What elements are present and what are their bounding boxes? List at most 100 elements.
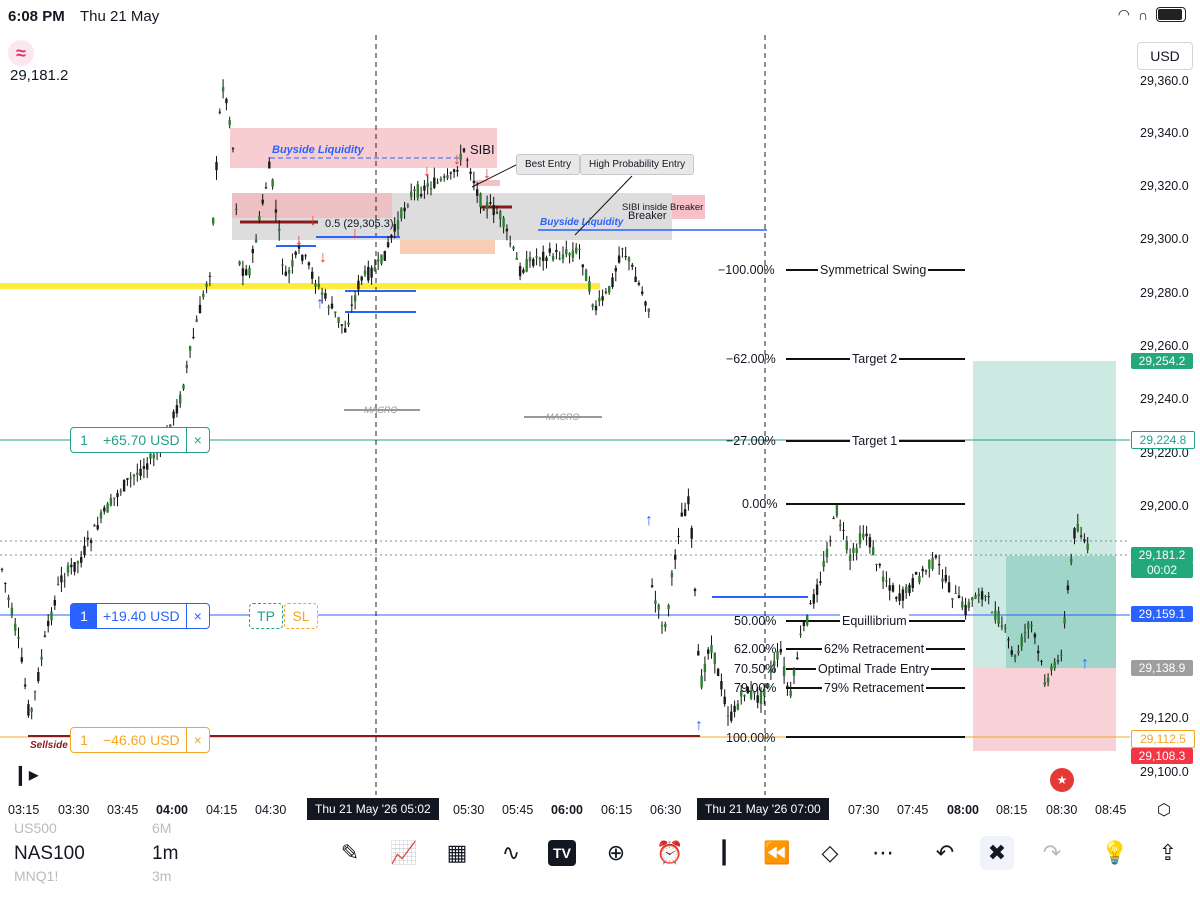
candle-body xyxy=(581,264,584,268)
candle-body xyxy=(994,610,997,620)
candle-body xyxy=(320,292,324,295)
candle-body xyxy=(789,690,792,696)
candle-body xyxy=(1056,660,1060,662)
close-position-icon[interactable]: × xyxy=(185,604,209,628)
indicators-icon[interactable]: 📈 xyxy=(390,840,418,865)
candle-body xyxy=(367,266,370,281)
candle-body xyxy=(456,169,459,172)
position-stop[interactable]: 1 −46.60 USD × xyxy=(70,727,210,753)
symbol-logo-icon[interactable]: ≈ xyxy=(8,40,34,66)
position-target1[interactable]: 1 +65.70 USD × xyxy=(70,427,210,453)
candle-body xyxy=(796,657,799,660)
candle-body xyxy=(212,218,215,224)
us-flag-icon[interactable]: ★ xyxy=(1050,768,1074,792)
candle-body xyxy=(185,364,188,369)
timeframe-picker-next[interactable]: 3m xyxy=(152,868,172,884)
symbol-picker[interactable]: NAS100 xyxy=(14,843,85,864)
candle-body xyxy=(690,527,693,539)
candle-body xyxy=(644,301,647,306)
candle-body xyxy=(37,672,40,682)
trend-icon[interactable]: ∿ xyxy=(501,840,521,865)
half-level-label: 0.5 (29,305.3) xyxy=(325,218,394,230)
fib-pct: 79.00% xyxy=(734,681,777,695)
candle-body xyxy=(268,161,271,169)
candle-body xyxy=(311,271,314,279)
time-label: 06:30 xyxy=(650,803,682,817)
fib-name: 62% Retracement xyxy=(822,642,927,656)
add-icon[interactable]: ⊕ xyxy=(606,840,626,865)
sell-arrow-icon: ↓ xyxy=(351,225,359,242)
price-axis-label: 29,300.0 xyxy=(1140,232,1189,246)
candle-body xyxy=(990,612,994,614)
candle-body xyxy=(462,148,466,152)
candle-body xyxy=(337,317,340,323)
fullscreen-icon[interactable]: ✖ xyxy=(980,836,1014,870)
candle-body xyxy=(152,454,155,459)
candle-body xyxy=(601,296,604,301)
candle-body xyxy=(693,588,697,592)
layouts-icon[interactable]: ▦ xyxy=(446,840,468,865)
replay-icon[interactable]: ⏪ xyxy=(763,840,791,865)
candle-body xyxy=(485,202,489,210)
candle-body xyxy=(891,585,895,592)
close-position-icon[interactable]: × xyxy=(185,428,209,452)
timeframe-picker-prev[interactable]: 6M xyxy=(152,820,172,836)
close-position-icon[interactable]: × xyxy=(185,728,209,752)
buyside-liquidity-label: Buyside Liquidity xyxy=(540,217,624,228)
sl-button[interactable]: SL xyxy=(284,603,318,629)
timeframe-picker[interactable]: 1m xyxy=(152,843,179,864)
currency-button[interactable]: USD xyxy=(1137,42,1193,70)
symbol-picker-prev[interactable]: US500 xyxy=(14,820,57,836)
ideas-icon[interactable]: 💡 xyxy=(1101,840,1129,865)
symbol-picker-next[interactable]: MNQ1! xyxy=(14,868,59,884)
candle-body xyxy=(281,264,284,266)
status-icons: ◠ ∩ xyxy=(1118,6,1186,23)
layers-icon[interactable]: ◇ xyxy=(821,840,839,865)
candles-icon[interactable]: ┃ xyxy=(717,840,731,865)
best-entry-callout[interactable]: Best Entry xyxy=(516,154,581,175)
position-entry[interactable]: 1 +19.40 USD × xyxy=(70,603,210,629)
candle-body xyxy=(1043,682,1046,685)
candle-body xyxy=(50,611,53,621)
undo-icon[interactable]: ↶ xyxy=(935,840,955,865)
candle-body xyxy=(231,148,235,150)
candle-body xyxy=(1066,585,1070,591)
candle-body xyxy=(89,540,93,543)
candle-body xyxy=(512,246,515,250)
candle-body xyxy=(654,600,657,604)
callout-pointer xyxy=(574,175,633,236)
alarm-icon[interactable]: ⏰ xyxy=(656,840,684,865)
tradingview-icon[interactable]: TV xyxy=(548,840,576,866)
pen-icon[interactable]: ✎ xyxy=(340,840,360,865)
tp-button[interactable]: TP xyxy=(249,603,283,629)
position-pnl: +65.70 USD xyxy=(103,432,180,448)
fib-pct: −27.00% xyxy=(726,434,776,448)
candle-body xyxy=(10,607,14,616)
settings-icon[interactable]: ⬡ xyxy=(1157,802,1171,819)
candle-body xyxy=(56,583,60,585)
candle-body xyxy=(195,319,198,322)
more-icon[interactable]: ⋯ xyxy=(872,840,894,865)
candle-body xyxy=(987,596,990,598)
share-icon[interactable]: ⇪ xyxy=(1158,840,1178,865)
candle-body xyxy=(720,680,723,690)
candle-body xyxy=(446,175,449,179)
candle-body xyxy=(60,575,63,583)
candle-body xyxy=(918,575,921,583)
candle-body xyxy=(357,280,360,290)
candle-body xyxy=(710,644,713,653)
crosshair-time-tag: Thu 21 May '26 05:02 xyxy=(307,798,439,820)
candle-body xyxy=(769,669,773,673)
candle-body xyxy=(198,304,202,314)
redo-icon[interactable]: ↷ xyxy=(1042,840,1062,865)
candle-body xyxy=(845,540,848,551)
fib-pct: 50.00% xyxy=(734,614,777,628)
candle-body xyxy=(254,239,258,243)
candle-body xyxy=(53,599,56,606)
candle-body xyxy=(1040,660,1043,662)
high-probability-callout[interactable]: High Probability Entry xyxy=(580,154,695,175)
sellside-liquidity-label: Sellside xyxy=(30,740,68,751)
candle-body xyxy=(974,595,977,599)
candle-body xyxy=(83,545,86,556)
